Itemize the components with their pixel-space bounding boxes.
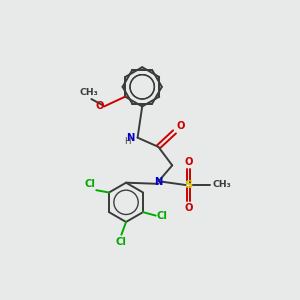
Text: O: O	[96, 101, 104, 112]
Text: S: S	[184, 180, 193, 190]
Text: N: N	[154, 176, 163, 187]
Text: O: O	[184, 203, 193, 214]
Text: O: O	[176, 121, 185, 131]
Text: CH₃: CH₃	[80, 88, 98, 97]
Text: CH₃: CH₃	[213, 181, 231, 190]
Text: Cl: Cl	[84, 179, 95, 189]
Text: Cl: Cl	[116, 236, 127, 247]
Text: Cl: Cl	[157, 211, 168, 220]
Text: N: N	[126, 133, 134, 142]
Text: O: O	[184, 157, 193, 166]
Text: H: H	[124, 136, 130, 146]
